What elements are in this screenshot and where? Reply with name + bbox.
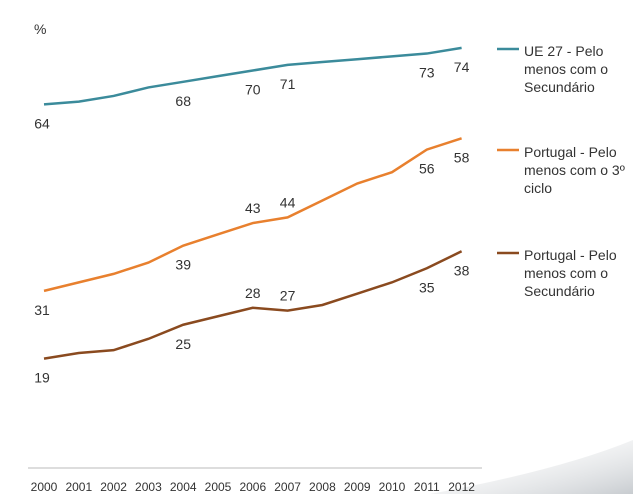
- x-tick-label: 2001: [65, 480, 92, 494]
- x-tick-label: 2008: [309, 480, 336, 494]
- data-label: 38: [454, 262, 470, 278]
- x-tick-label: 2000: [31, 480, 58, 494]
- data-label: 31: [34, 302, 50, 318]
- x-tick-label: 2012: [448, 480, 475, 494]
- data-label: 44: [280, 194, 296, 210]
- data-label: 27: [280, 288, 296, 304]
- x-tick-label: 2003: [135, 480, 162, 494]
- x-tick-label: 2010: [379, 480, 406, 494]
- data-label: 64: [34, 115, 50, 131]
- data-label: 43: [245, 200, 261, 216]
- series-line: [43, 250, 463, 360]
- data-label: 25: [175, 336, 191, 352]
- data-label: 58: [454, 149, 470, 165]
- background-swoosh: [430, 440, 633, 494]
- y-axis-label: %: [34, 21, 46, 37]
- x-tick-label: 2006: [239, 480, 266, 494]
- x-tick-label: 2007: [274, 480, 301, 494]
- x-tick-label: 2011: [414, 480, 440, 494]
- data-label: 68: [175, 93, 191, 109]
- x-tick-label: 2005: [205, 480, 232, 494]
- data-label: 74: [454, 59, 470, 75]
- legend-label: Portugal - Pelo menos com o 3º ciclo: [524, 144, 625, 196]
- legend-label: UE 27 - Pelo menos com o Secundário: [524, 43, 609, 95]
- data-label: 19: [34, 370, 50, 386]
- data-label: 73: [419, 65, 435, 81]
- x-tick-label: 2009: [344, 480, 371, 494]
- series-line: [43, 137, 462, 293]
- data-label: 39: [175, 257, 191, 273]
- data-label: 56: [419, 161, 435, 177]
- x-tick-label: 2002: [100, 480, 127, 494]
- data-label: 28: [245, 285, 261, 301]
- data-label: 70: [245, 82, 261, 98]
- x-tick-label: 2004: [170, 480, 197, 494]
- data-label: 71: [280, 76, 296, 92]
- data-label: 35: [419, 279, 435, 295]
- series-line: [43, 46, 462, 106]
- legend-label: Portugal - Pelo menos com o Secundário: [524, 247, 617, 299]
